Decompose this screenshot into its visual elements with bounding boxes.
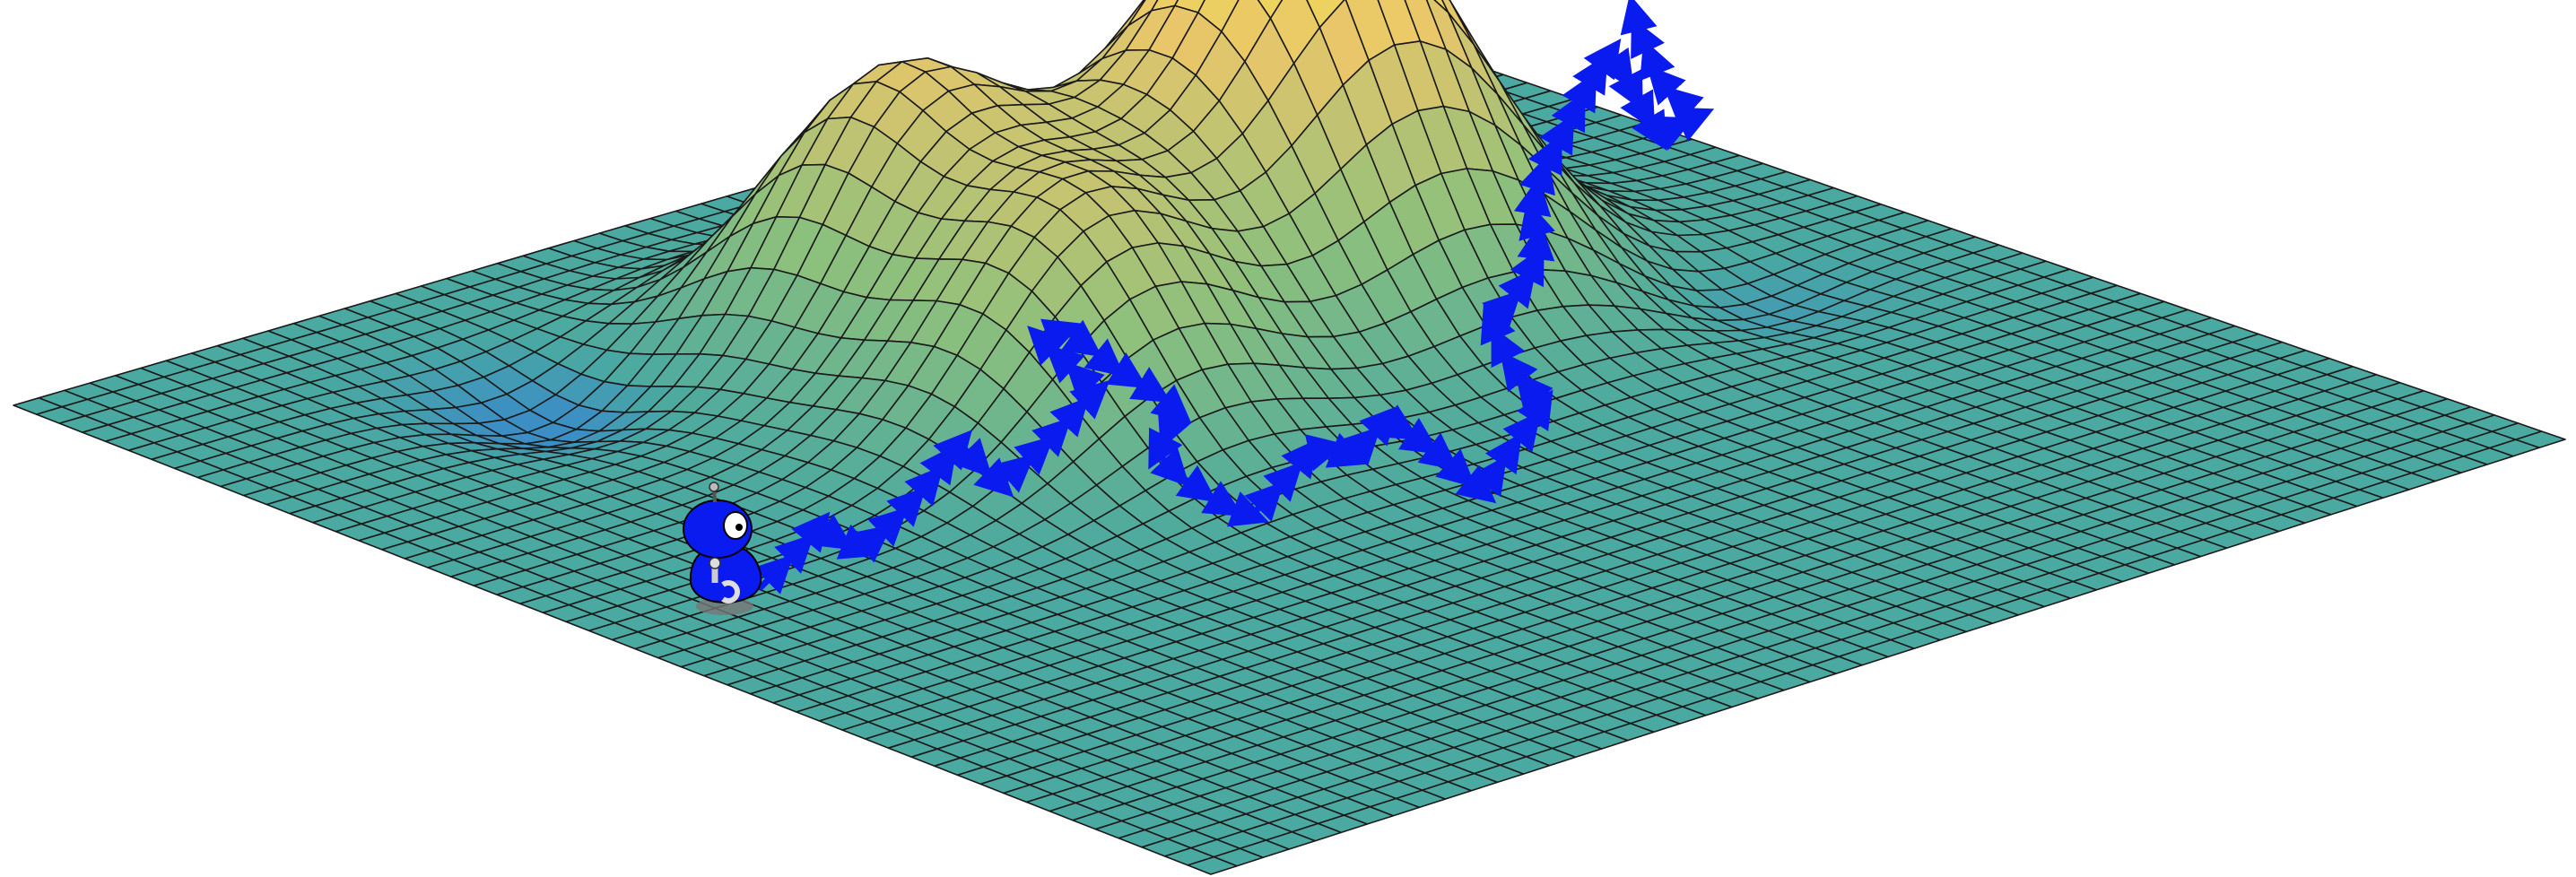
- climb-path: [753, 0, 1715, 595]
- surface-mesh: [13, 0, 2566, 875]
- path-step-arrow: [1539, 113, 1575, 156]
- path-step-arrow: [1620, 89, 1656, 132]
- path-step-arrow: [1510, 245, 1545, 288]
- path-step-arrow: [1631, 17, 1666, 60]
- path-step-arrow: [1491, 326, 1526, 369]
- path-step-arrow: [1150, 447, 1190, 488]
- path-step-arrow: [1519, 153, 1555, 199]
- robot-claw: [721, 580, 740, 603]
- path-step-arrow: [1663, 85, 1704, 126]
- robot-pupil: [735, 524, 743, 531]
- path-step-arrow: [1517, 221, 1555, 265]
- robot-arm-joint: [709, 557, 721, 569]
- path-step-arrow: [1173, 465, 1218, 503]
- path-step-arrow: [1620, 0, 1658, 38]
- path-step-arrow: [1640, 39, 1675, 82]
- path-step-arrow: [1646, 65, 1686, 106]
- path-step-arrow: [1106, 352, 1148, 389]
- path-step-arrow: [1500, 351, 1538, 393]
- path-step-arrow: [1608, 68, 1643, 111]
- robot-icon: [683, 482, 762, 615]
- path-step-arrow: [1198, 481, 1243, 517]
- robot-eye: [723, 511, 748, 540]
- mesh-cell: [1187, 855, 1238, 875]
- path-step-arrow: [1597, 47, 1634, 90]
- path-step-arrow: [812, 513, 855, 551]
- path-step-arrow: [1281, 438, 1320, 480]
- path-step-arrow: [1519, 199, 1555, 244]
- path-step-arrow: [1304, 434, 1346, 472]
- path-step-arrow: [1060, 319, 1103, 358]
- path-step-arrow: [1037, 318, 1083, 354]
- path-step-arrow: [1513, 177, 1552, 221]
- robot-antenna-tip: [709, 482, 719, 492]
